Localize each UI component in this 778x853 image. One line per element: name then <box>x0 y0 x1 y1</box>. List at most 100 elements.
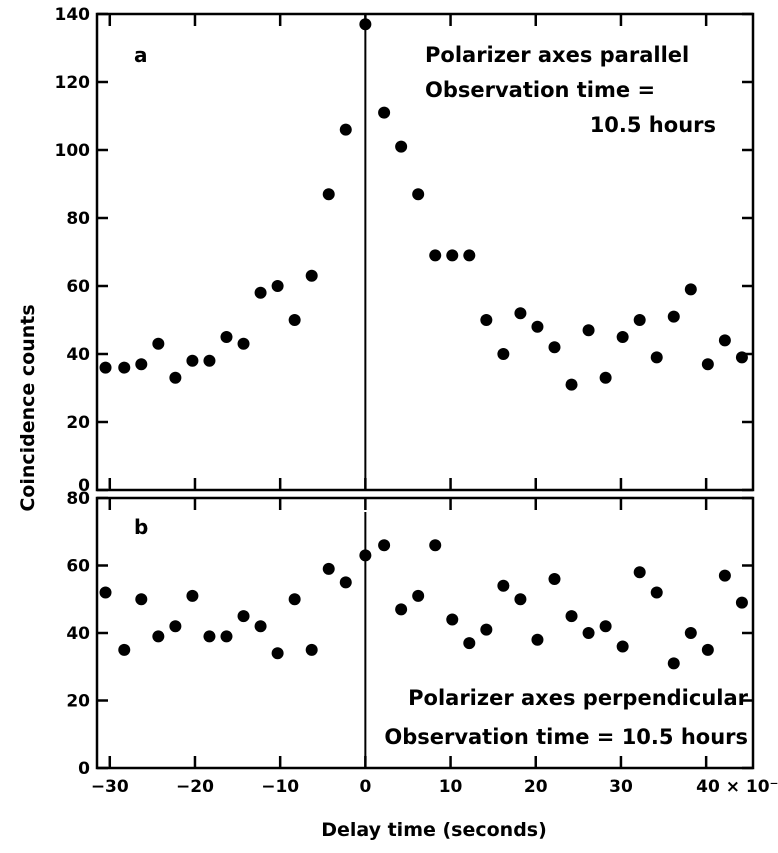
data-point <box>599 620 612 633</box>
data-point <box>650 351 663 364</box>
y-tick-label: 80 <box>66 489 90 509</box>
y-tick-label: 40 <box>66 345 90 365</box>
data-point <box>359 549 372 562</box>
data-point <box>565 378 578 391</box>
data-point <box>271 280 284 292</box>
y-tick-label: 140 <box>55 5 91 25</box>
data-point <box>582 627 595 639</box>
y-tick-label: 20 <box>66 413 90 433</box>
data-point <box>169 620 182 633</box>
y-tick-label: 80 <box>66 209 90 229</box>
y-tick-label: 100 <box>55 141 91 161</box>
data-point <box>480 623 493 636</box>
data-point <box>480 314 493 326</box>
panel-b-perpendicular: 0 20 40 60 80 b Polarizer axes perpendicular Ob… <box>66 489 755 779</box>
annotation-line: Polarizer axes perpendicular <box>408 686 748 710</box>
panel-letter: a <box>134 43 148 67</box>
y-tick-label: 0 <box>78 476 90 496</box>
data-point <box>667 657 680 670</box>
data-point <box>186 354 199 367</box>
y-tick-label: 60 <box>66 277 90 297</box>
data-point <box>186 589 199 602</box>
data-point <box>339 576 352 589</box>
data-point <box>514 593 527 606</box>
data-point <box>135 593 148 606</box>
data-point <box>135 358 148 371</box>
panel-frame <box>95 12 755 492</box>
data-point <box>237 337 250 350</box>
data-point <box>531 320 544 333</box>
data-point <box>305 269 318 282</box>
data-point <box>650 586 663 599</box>
data-point <box>633 566 646 579</box>
data-point <box>169 371 182 384</box>
data-point <box>548 341 561 354</box>
data-point <box>463 249 476 262</box>
data-point <box>359 18 372 31</box>
data-point <box>378 106 391 119</box>
data-point <box>254 286 267 299</box>
data-point <box>633 314 646 326</box>
data-point <box>305 643 318 656</box>
data-point <box>99 586 112 599</box>
y-tick-label: 40 <box>66 624 90 644</box>
data-point <box>99 361 112 374</box>
data-point <box>271 647 284 660</box>
data-point <box>565 610 578 623</box>
data-point <box>152 337 165 350</box>
y-axis-title: Coincidence counts <box>17 304 39 511</box>
data-point <box>412 589 425 602</box>
data-point <box>395 140 408 153</box>
data-point <box>429 539 442 552</box>
data-point <box>548 573 561 585</box>
x-axis-tick-labels: −30 −20 −10 0 10 20 30 40 × 10⁻⁹ <box>91 777 778 797</box>
y-tick-label: 0 <box>78 759 90 779</box>
x-tick-label: 0 <box>359 777 371 797</box>
y-tick-label: 20 <box>66 692 90 712</box>
data-point <box>701 358 714 371</box>
y-tick-label: 120 <box>55 73 91 93</box>
data-point <box>412 188 425 201</box>
x-tick-label: 20 <box>524 777 548 797</box>
data-point <box>395 603 408 616</box>
data-point <box>463 637 476 650</box>
panel-letter: b <box>134 515 148 539</box>
annotation-line: Observation time = 10.5 hours <box>384 725 748 749</box>
x-tick-label: −10 <box>261 777 299 797</box>
data-point <box>203 354 216 367</box>
x-tick-label: 30 <box>609 777 633 797</box>
data-point <box>322 562 335 575</box>
y-tick-label: 60 <box>66 557 90 577</box>
data-point <box>718 569 731 582</box>
data-point <box>735 596 748 609</box>
data-point <box>497 348 510 360</box>
data-point <box>514 307 527 320</box>
data-point <box>118 643 131 656</box>
x-tick-label: 10 <box>439 777 463 797</box>
data-point <box>322 188 335 201</box>
data-point <box>531 633 544 646</box>
data-point <box>497 579 510 592</box>
data-point <box>616 640 629 653</box>
data-point <box>288 314 301 326</box>
annotation-line: Polarizer axes parallel <box>425 43 689 67</box>
data-point <box>701 643 714 656</box>
data-point <box>684 283 697 296</box>
data-point <box>446 613 459 626</box>
data-point <box>616 331 629 343</box>
x-tick-label: −20 <box>176 777 214 797</box>
data-point <box>220 630 233 643</box>
data-point <box>446 249 459 262</box>
data-point <box>254 620 267 633</box>
x-axis-title: Delay time (seconds) <box>321 819 547 841</box>
data-point <box>667 310 680 323</box>
data-point <box>339 123 352 136</box>
data-point <box>735 351 748 364</box>
x-tick-label: −30 <box>91 777 129 797</box>
data-point <box>220 331 233 343</box>
data-point <box>599 371 612 384</box>
annotation-line: 10.5 hours <box>590 113 716 137</box>
panel-a-parallel: 20 40 60 80 100 120 140 0 a Polarizer axes parall… <box>55 5 755 496</box>
data-point <box>429 249 442 262</box>
